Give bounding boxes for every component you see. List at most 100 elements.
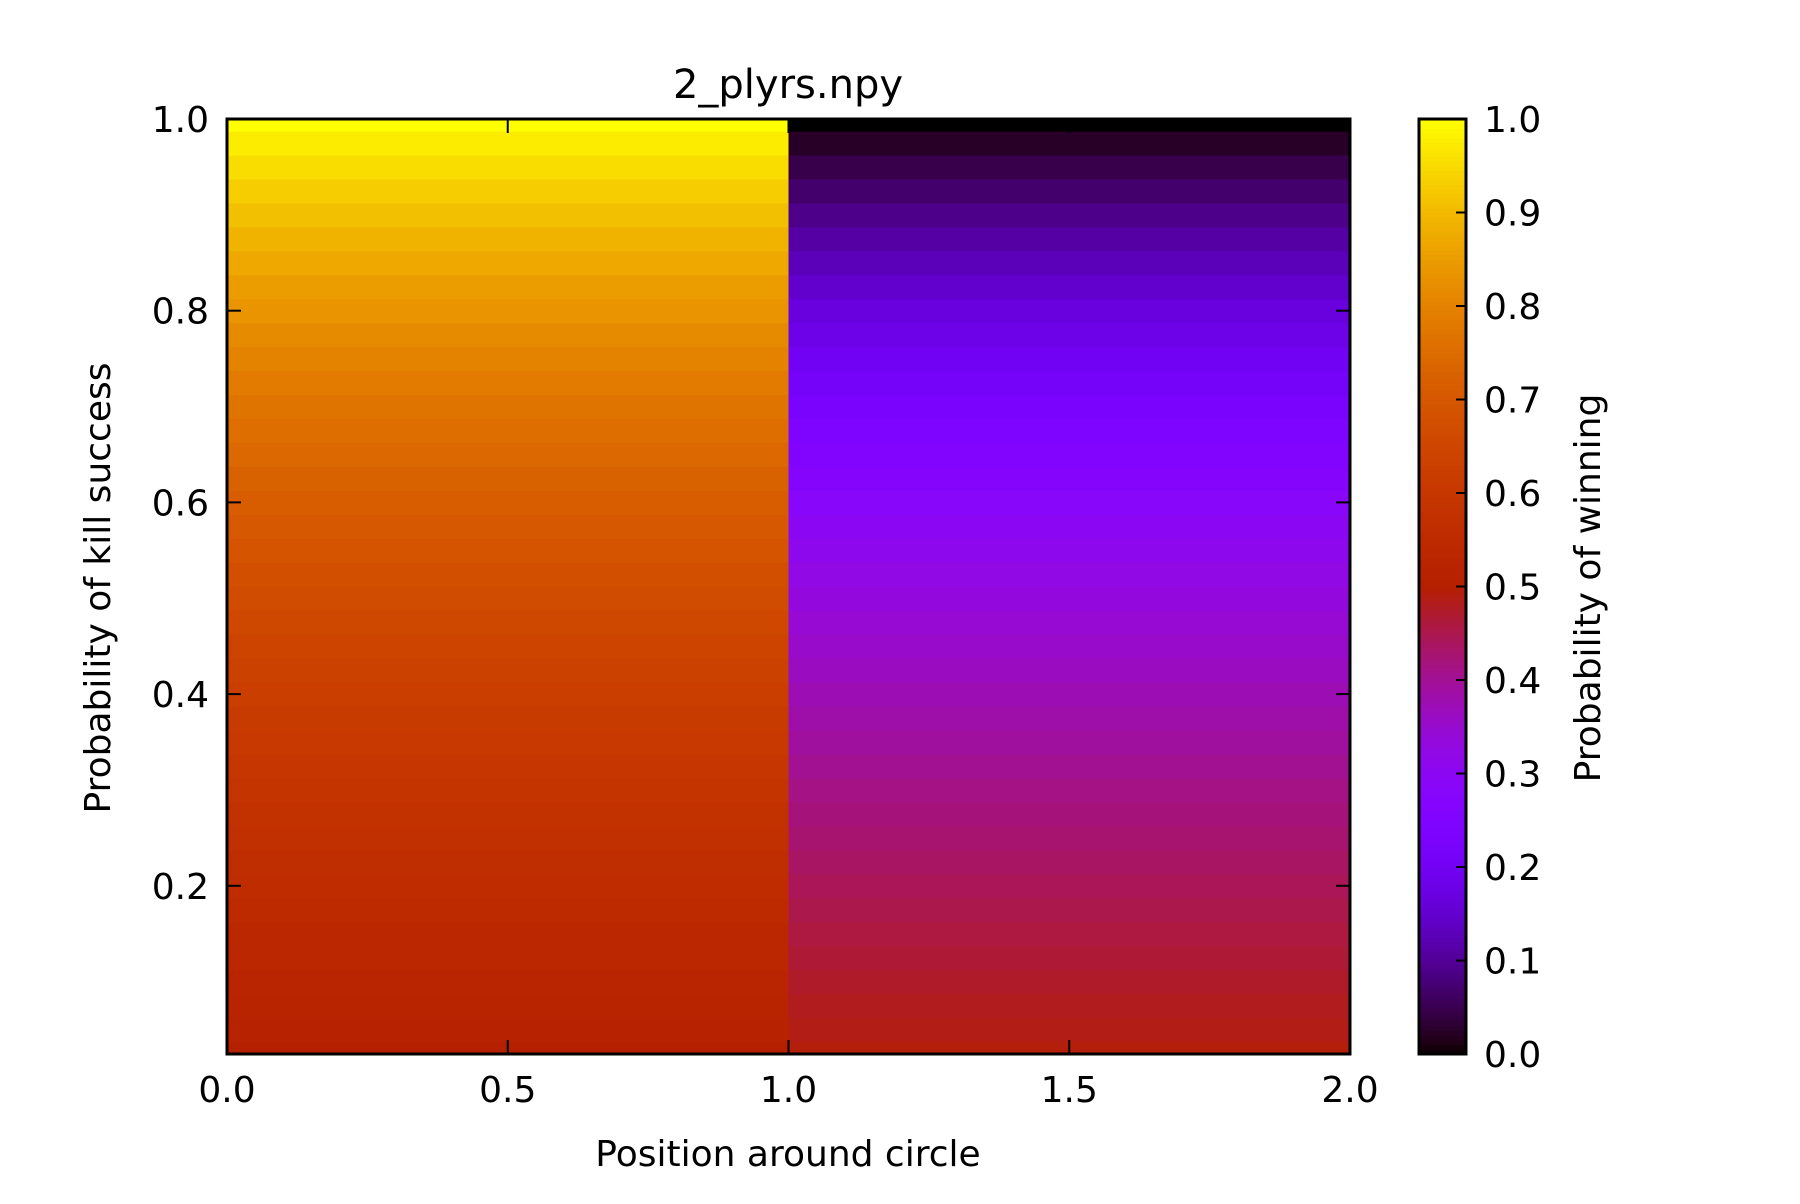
colorbar-tick-label: 0.8	[1484, 287, 1541, 328]
chart-title: 2_plyrs.npy	[673, 62, 903, 108]
colorbar-segment	[1419, 829, 1466, 835]
colorbar-segment	[1419, 656, 1466, 662]
colorbar-segment	[1419, 595, 1466, 602]
colorbar-segment	[1419, 680, 1466, 686]
heat-cell	[788, 801, 1351, 827]
colorbar-segment	[1419, 792, 1466, 798]
heat-cell	[227, 969, 790, 995]
colorbar-segment	[1419, 1049, 1466, 1055]
colorbar-segment	[1419, 399, 1466, 405]
heat-cell	[227, 873, 790, 899]
colorbar-segment	[1419, 348, 1466, 354]
colorbar-segment	[1419, 834, 1466, 840]
colorbar-segment	[1419, 750, 1466, 756]
heat-cell	[788, 921, 1351, 947]
colorbar-segment	[1419, 895, 1466, 901]
heat-cell	[788, 777, 1351, 803]
colorbar-segment	[1419, 899, 1466, 905]
heat-cell	[788, 586, 1351, 611]
colorbar-segment	[1419, 1030, 1466, 1036]
colorbar-segment	[1419, 511, 1466, 517]
heat-cell	[788, 562, 1351, 587]
colorbar-segment	[1419, 764, 1466, 770]
colorbar-segment	[1419, 955, 1466, 962]
heat-cell	[788, 514, 1351, 539]
colorbar-segment	[1419, 469, 1466, 475]
heat-cell	[227, 490, 790, 515]
colorbar-tick-label: 0.4	[1484, 661, 1541, 702]
colorbar-segment	[1419, 338, 1466, 344]
heat-cell	[227, 634, 790, 659]
colorbar-segment	[1419, 376, 1466, 382]
colorbar-segment	[1419, 366, 1466, 373]
heat-cell	[227, 514, 790, 539]
heat-cell	[788, 993, 1351, 1019]
colorbar-segment	[1419, 189, 1466, 195]
colorbar-segment	[1419, 217, 1466, 223]
colorbar-segment	[1419, 380, 1466, 387]
heat-cell	[227, 562, 790, 587]
colorbar-segment	[1419, 600, 1466, 606]
colorbar-segment	[1419, 184, 1466, 190]
colorbar-segment	[1419, 249, 1466, 256]
colorbar-segment	[1419, 563, 1466, 569]
colorbar-segment	[1419, 843, 1466, 849]
heatmap-cells	[227, 119, 1351, 1055]
colorbar-segment	[1419, 698, 1466, 704]
colorbar-segment	[1419, 553, 1466, 560]
colorbar-tick-label: 0.1	[1484, 942, 1541, 983]
colorbar-segment	[1419, 254, 1466, 260]
colorbar-segment	[1419, 979, 1466, 985]
colorbar-segment	[1419, 329, 1466, 335]
heat-cell	[227, 370, 790, 396]
colorbar-segment	[1419, 268, 1466, 274]
colorbar-segment	[1419, 460, 1466, 466]
colorbar-segment	[1419, 259, 1466, 265]
heat-cell	[788, 610, 1351, 635]
colorbar-segment	[1419, 525, 1466, 531]
colorbar-segment	[1419, 137, 1466, 143]
heat-cell	[227, 610, 790, 635]
colorbar-segment	[1419, 516, 1466, 522]
colorbar-segment	[1419, 838, 1466, 845]
colorbar-segment	[1419, 965, 1466, 971]
heat-cell	[788, 1017, 1351, 1043]
colorbar-segment	[1419, 170, 1466, 176]
colorbar-segment	[1419, 923, 1466, 929]
colorbar-segment	[1419, 637, 1466, 644]
colorbar-gradient	[1419, 119, 1466, 1055]
colorbar-segment	[1419, 754, 1466, 761]
colorbar-tick-label: 0.0	[1484, 1035, 1541, 1076]
colorbar-segment	[1419, 581, 1466, 588]
colorbar-segment	[1419, 997, 1466, 1004]
heat-cell	[227, 538, 790, 563]
colorbar-tick-label: 0.6	[1484, 474, 1541, 515]
y-tick-label: 0.6	[152, 483, 209, 524]
colorbar-segment	[1419, 1007, 1466, 1013]
colorbar-segment	[1419, 203, 1466, 209]
colorbar-segment	[1419, 310, 1466, 316]
colorbar-segment	[1419, 881, 1466, 887]
colorbar-segment	[1419, 988, 1466, 994]
colorbar-segment	[1419, 1039, 1466, 1046]
colorbar-segment	[1419, 306, 1466, 312]
colorbar-segment	[1419, 320, 1466, 326]
heat-cell	[227, 418, 790, 444]
colorbar-segment	[1419, 946, 1466, 952]
colorbar-segment	[1419, 418, 1466, 424]
heat-cell	[227, 586, 790, 611]
colorbar-tick-label: 0.7	[1484, 381, 1541, 422]
colorbar-segment	[1419, 1021, 1466, 1027]
colorbar-segment	[1419, 315, 1466, 321]
colorbar-segment	[1419, 123, 1466, 129]
colorbar-segment	[1419, 343, 1466, 349]
colorbar-segment	[1419, 862, 1466, 868]
colorbar-segment	[1419, 684, 1466, 690]
colorbar-segment	[1419, 932, 1466, 938]
colorbar-segment	[1419, 483, 1466, 489]
heat-cell	[227, 658, 790, 683]
colorbar-segment	[1419, 558, 1466, 564]
heat-cell	[227, 130, 790, 156]
heat-cell	[788, 298, 1351, 324]
